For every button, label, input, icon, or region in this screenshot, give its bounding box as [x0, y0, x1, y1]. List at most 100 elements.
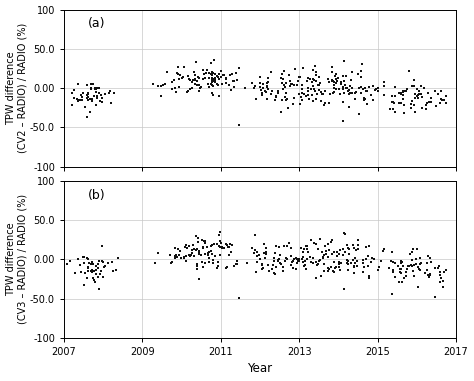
Point [279, 80, 286, 86]
Point [349, 257, 356, 263]
Point [351, 245, 358, 251]
Point [402, 88, 410, 94]
Point [219, 72, 227, 78]
Point [95, 286, 102, 292]
Point [330, 89, 337, 95]
Point [422, 106, 430, 112]
Point [91, 93, 98, 99]
Point [329, 78, 337, 84]
Point [190, 77, 197, 83]
Point [191, 77, 199, 83]
Point [199, 67, 207, 73]
Point [84, 256, 92, 262]
Point [321, 243, 328, 249]
Point [264, 79, 272, 85]
Point [328, 77, 335, 83]
Point [314, 247, 322, 253]
Point [356, 110, 363, 117]
Point [194, 261, 201, 267]
Point [319, 255, 327, 261]
Point [438, 97, 446, 103]
Point [405, 263, 412, 269]
Point [312, 69, 320, 75]
Point [106, 90, 113, 96]
Point [320, 261, 328, 267]
Point [364, 101, 371, 107]
Point [317, 98, 325, 104]
Point [83, 94, 91, 101]
Point [154, 250, 162, 256]
Point [235, 122, 243, 128]
Point [262, 245, 269, 251]
Point [251, 250, 258, 256]
Point [210, 241, 218, 247]
Point [197, 85, 204, 91]
Point [343, 242, 351, 248]
Point [285, 240, 293, 246]
Point [319, 91, 326, 97]
Point [88, 269, 95, 275]
Point [264, 80, 271, 86]
Point [176, 248, 184, 254]
Point [80, 90, 87, 96]
Point [209, 77, 216, 83]
Point [389, 267, 397, 273]
Point [173, 255, 181, 261]
Point [93, 263, 100, 269]
Point [199, 75, 207, 82]
Point [368, 255, 375, 261]
Point [204, 250, 212, 256]
Point [319, 255, 327, 261]
Point [280, 86, 287, 92]
Point [205, 84, 213, 90]
Point [264, 261, 272, 267]
Point [175, 71, 182, 77]
Point [218, 68, 225, 74]
Point [335, 259, 343, 265]
Point [193, 77, 201, 83]
Point [427, 99, 435, 105]
Point [398, 90, 405, 96]
Point [216, 238, 224, 244]
Point [309, 92, 316, 98]
Point [427, 258, 434, 264]
Point [436, 272, 443, 279]
Point [349, 242, 356, 248]
Point [270, 258, 277, 264]
Point [361, 85, 368, 91]
Point [332, 264, 340, 270]
Point [435, 265, 442, 271]
Point [195, 276, 203, 282]
Point [272, 93, 279, 99]
Point [183, 88, 191, 94]
Point [191, 77, 199, 83]
Point [88, 268, 96, 274]
Y-axis label: TPW difference
(CV3 – RADIO) / RADIO (%): TPW difference (CV3 – RADIO) / RADIO (%) [6, 194, 27, 324]
Point [207, 248, 215, 254]
Point [304, 88, 312, 94]
Point [167, 260, 174, 266]
Point [205, 259, 212, 265]
Point [88, 96, 96, 102]
Point [358, 61, 366, 67]
Point [215, 232, 222, 239]
Point [365, 263, 372, 269]
Point [352, 247, 360, 253]
Point [381, 83, 388, 89]
Point [369, 83, 377, 89]
Point [304, 75, 312, 81]
Point [431, 294, 438, 300]
Point [414, 264, 422, 270]
Point [397, 91, 405, 97]
Point [209, 91, 216, 98]
Point [186, 253, 194, 259]
Point [349, 242, 356, 248]
Point [92, 271, 100, 277]
Point [252, 96, 259, 102]
Point [263, 83, 271, 89]
Point [92, 267, 100, 273]
Point [76, 262, 84, 268]
Point [402, 272, 410, 279]
Point [305, 96, 313, 102]
Point [436, 263, 443, 269]
